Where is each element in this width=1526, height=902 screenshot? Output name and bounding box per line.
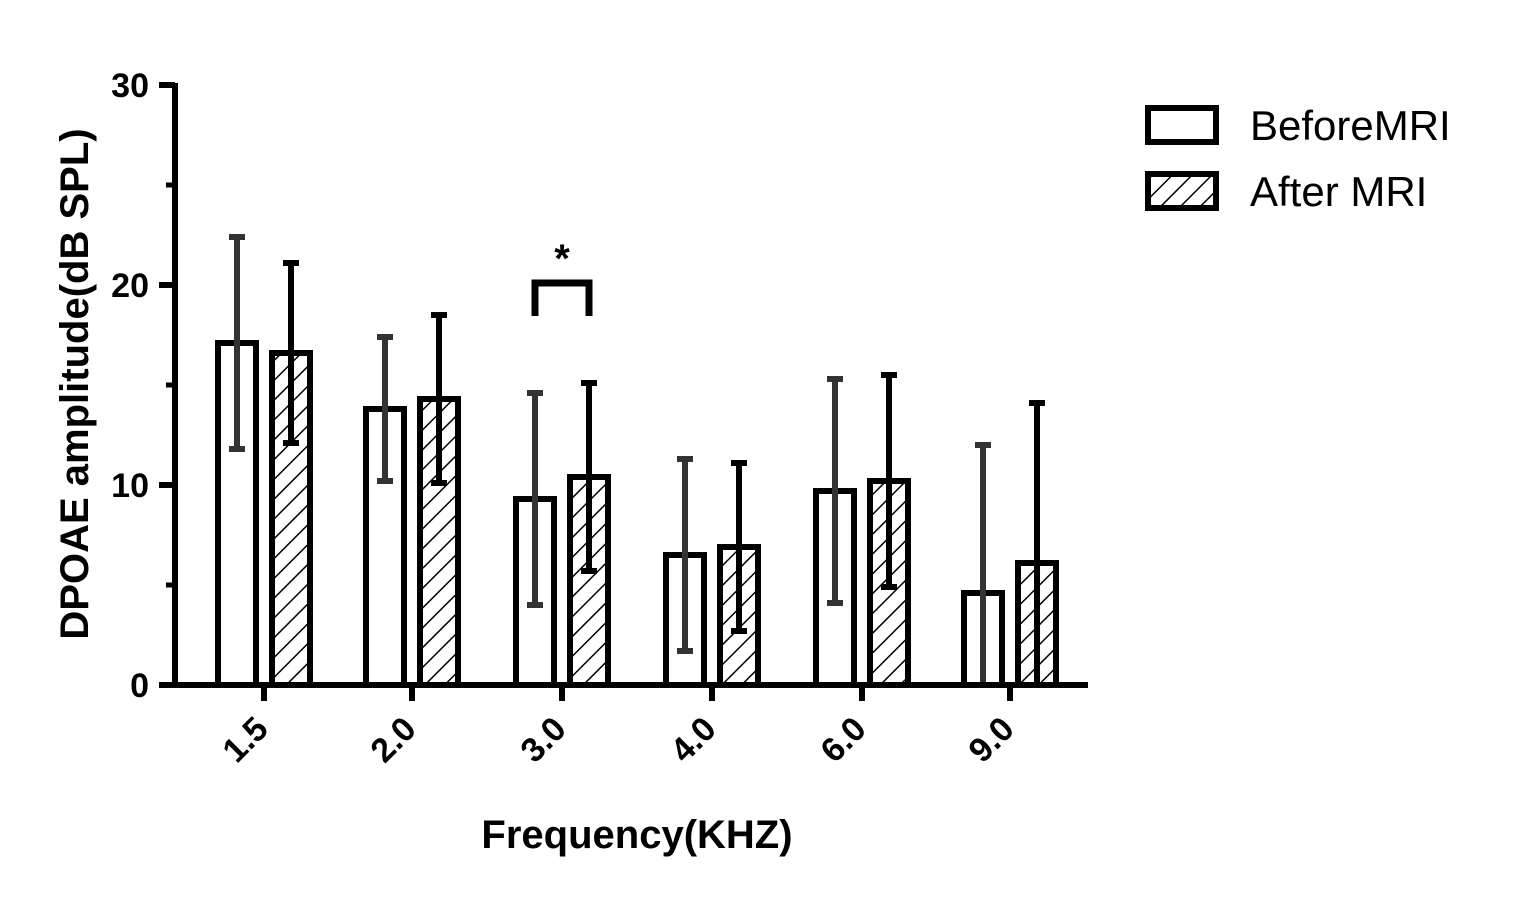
x-tick-label-6.0: 6.0 [813, 710, 873, 770]
x-axis-title: Frequency(KHZ) [481, 813, 792, 857]
error-bar-after-4.0 [731, 460, 747, 634]
legend-label-before: BeforeMRI [1250, 102, 1451, 149]
legend-label-after: After MRI [1250, 168, 1427, 215]
x-tick-label-3.0: 3.0 [513, 710, 573, 770]
legend-swatch-after [1145, 171, 1219, 211]
error-bar-after-1.5 [283, 260, 299, 446]
y-tick-label-30: 30 [111, 67, 149, 105]
significance-bracket [531, 279, 593, 316]
y-tick-label-10: 10 [111, 467, 149, 505]
error-bar-after-2.0 [431, 312, 447, 486]
error-bar-after-3.0 [581, 380, 597, 574]
y-tick-label-0: 0 [130, 667, 149, 705]
error-bar-before-2.0 [377, 334, 393, 484]
legend: BeforeMRI After MRI [1145, 102, 1451, 215]
x-tick-label-4.0: 4.0 [663, 710, 723, 770]
legend-swatch-before [1145, 105, 1219, 145]
x-tick-label-2.0: 2.0 [363, 710, 423, 770]
significance-star: * [554, 237, 570, 281]
error-bar-after-6.0 [881, 372, 897, 590]
annotations-layer: * [531, 237, 593, 316]
error-bar-before-1.5 [229, 234, 245, 452]
x-tick-label-1.5: 1.5 [215, 710, 275, 770]
bars-layer [215, 340, 1059, 688]
error-bar-before-3.0 [527, 390, 543, 608]
x-tick-label-9.0: 9.0 [961, 710, 1021, 770]
error-bar-before-6.0 [827, 376, 843, 606]
error-bar-before-4.0 [677, 456, 693, 654]
error-bars-layer [229, 234, 1045, 688]
y-tick-label-20: 20 [111, 267, 149, 305]
y-axis-title: DPOAE amplitude(dB SPL) [53, 128, 97, 639]
